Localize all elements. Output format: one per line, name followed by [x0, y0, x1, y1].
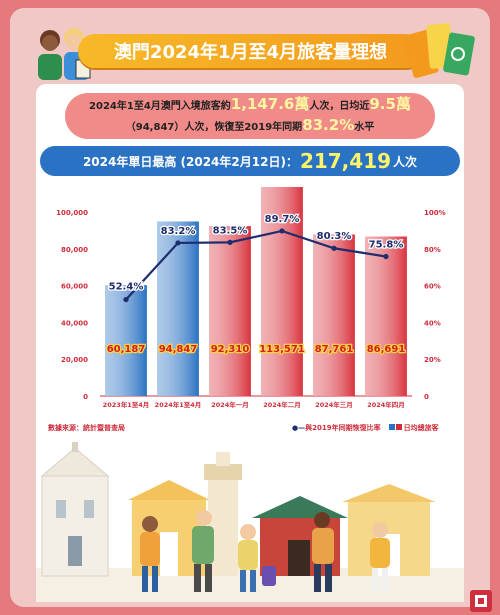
x-tick-label: 2024年三月: [315, 400, 353, 409]
bar-highlight-0: [105, 285, 147, 396]
summary-text: （94,847）人次，恢復至2019年同期: [125, 122, 303, 133]
red-square-icon: [395, 424, 402, 430]
y-left-tick-label: 60,000: [61, 283, 88, 291]
y-left-tick-label: 0: [83, 393, 88, 401]
summary-text: 人次，日均近: [309, 101, 370, 112]
summary-banner: 2024年1至4月澳門入境旅客約1,147.6萬人次，日均近9.5萬 （94,8…: [65, 93, 435, 139]
y-right-tick-label: 20%: [424, 356, 441, 364]
recovery-point: [123, 296, 129, 303]
recovery-value-label: 89.7%: [265, 214, 300, 225]
y-left-tick-label: 80,000: [61, 246, 88, 254]
peak-unit: 人次: [393, 154, 418, 169]
y-right-tick-label: 80%: [424, 246, 441, 254]
y-left-tick-label: 40,000: [61, 319, 88, 327]
line-marker-icon: ●—: [292, 424, 306, 432]
summary-total-visitors: 1,147.6萬: [230, 95, 310, 113]
y-right-tick-label: 40%: [424, 319, 441, 327]
y-left-tick-label: 100,000: [56, 209, 88, 217]
x-tick-label: 2023年1至4月: [103, 400, 150, 409]
data-source: 數據來源：統計暨普查局: [48, 424, 125, 432]
summary-line-1: 2024年1至4月澳門入境旅客約1,147.6萬人次，日均近9.5萬: [89, 95, 411, 116]
recovery-point: [279, 228, 285, 234]
bar-value-label: 86,691: [367, 344, 406, 355]
y-right-tick-label: 0: [424, 393, 429, 401]
bar-value-label: 92,310: [211, 344, 250, 355]
recovery-point: [175, 240, 181, 246]
bar-highlight-5: [365, 236, 407, 396]
summary-line-2: （94,847）人次，恢復至2019年同期83.2%水平: [126, 116, 374, 137]
bar-highlight-4: [313, 234, 355, 396]
bar-highlight-1: [157, 221, 199, 396]
summary-text: 水平: [354, 122, 375, 133]
recovery-value-label: 83.2%: [161, 226, 196, 237]
tourist-figures: [140, 510, 390, 592]
legend-bar-item: 日均總旅客: [388, 423, 439, 433]
peak-label: 2024年單日最高 (2024年2月12日)：: [82, 154, 298, 169]
legend-bar-label: 日均總旅客: [403, 424, 439, 432]
recovery-value-label: 52.4%: [109, 282, 144, 293]
blue-square-icon: [388, 424, 395, 430]
peak-value: 217,419: [299, 149, 392, 173]
page-title: 澳門2024年1月至4月旅客量理想: [78, 34, 423, 68]
y-right-tick-label: 60%: [424, 283, 441, 291]
recovery-value-label: 75.8%: [369, 240, 404, 251]
publisher-logo-icon: [470, 590, 492, 612]
recovery-point: [383, 253, 389, 260]
recovery-line: [125, 229, 387, 301]
travel-documents-illustration: [403, 23, 475, 78]
bar-highlight-3: [261, 187, 303, 396]
bar-highlight-2: [209, 226, 251, 396]
recovery-point: [331, 245, 337, 251]
recovery-value-label: 83.5%: [213, 225, 248, 236]
summary-text: 2024年1至4月澳門入境旅客約: [89, 101, 231, 112]
summary-daily-average: 9.5萬: [369, 95, 411, 113]
y-right-tick-label: 100%: [424, 209, 446, 217]
macau-landmarks-illustration: [36, 442, 464, 602]
peak-banner: 2024年單日最高 (2024年2月12日)： 217,419 人次: [40, 146, 460, 176]
bar-value-label: 94,847: [159, 344, 198, 355]
x-tick-label: 2024年四月: [367, 400, 405, 409]
bar-value-label: 87,761: [315, 344, 354, 355]
summary-recovery-rate: 83.2%: [302, 116, 355, 134]
recovery-value-label: 80.3%: [317, 231, 352, 242]
x-tick-label: 2024年二月: [263, 400, 301, 409]
bar-value-label: 60,187: [107, 344, 146, 355]
legend-line-label: 與2019年同期恢復比率: [305, 424, 381, 432]
chart-legend: ●—與2019年同期恢復比率 日均總旅客: [292, 423, 439, 433]
x-tick-label: 2024年一月: [211, 400, 249, 409]
recovery-point: [227, 239, 233, 245]
y-left-tick-label: 20,000: [61, 356, 88, 364]
bar-value-label: 113,571: [259, 344, 305, 355]
x-tick-label: 2024年1至4月: [155, 400, 202, 409]
legend-line-item: ●—與2019年同期恢復比率: [292, 423, 381, 433]
